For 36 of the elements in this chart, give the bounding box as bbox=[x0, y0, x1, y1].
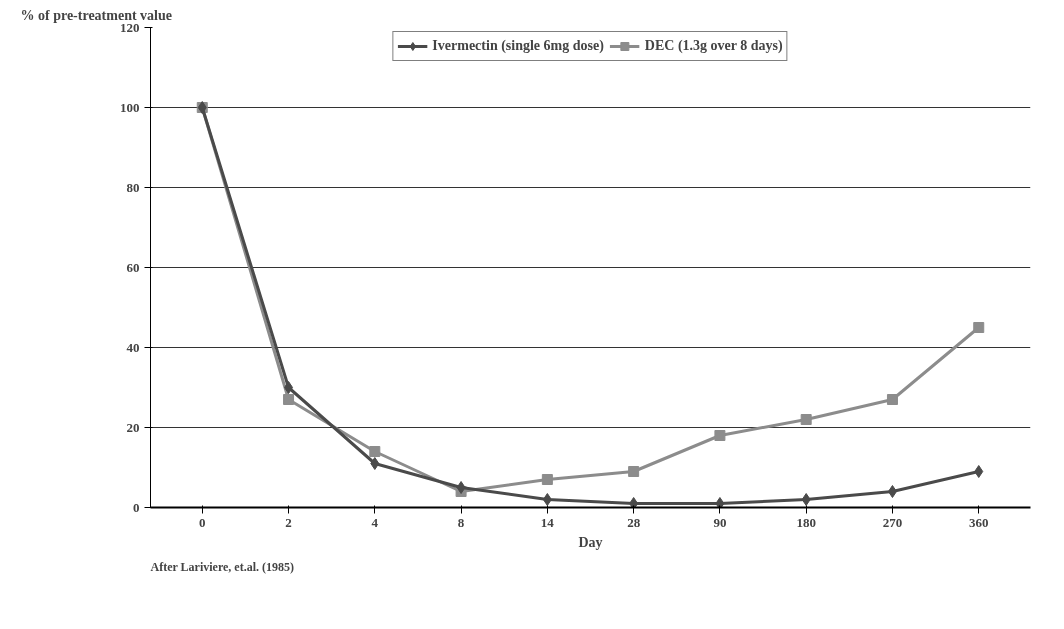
point bbox=[541, 474, 553, 485]
y-tick-label: 0 bbox=[133, 499, 140, 515]
y-tick-label: 60 bbox=[126, 259, 140, 275]
point bbox=[800, 414, 812, 425]
point bbox=[715, 497, 725, 508]
x-tick-label: 14 bbox=[540, 514, 555, 530]
x-tick-label: 270 bbox=[882, 514, 903, 530]
point bbox=[542, 493, 552, 506]
point bbox=[370, 457, 380, 470]
point bbox=[283, 394, 295, 405]
y-tick-label: 20 bbox=[126, 419, 140, 435]
x-tick-label: 90 bbox=[713, 514, 727, 530]
point bbox=[628, 466, 640, 477]
point bbox=[284, 381, 294, 394]
y-tick-label: 100 bbox=[120, 99, 140, 115]
point bbox=[973, 322, 985, 333]
point bbox=[974, 465, 984, 478]
x-tick-label: 360 bbox=[968, 514, 989, 530]
legend-label: DEC (1.3g over 8 days) bbox=[644, 38, 783, 54]
x-tick-label: 28 bbox=[627, 514, 641, 530]
x-tick-label: 180 bbox=[796, 514, 816, 530]
text: After Lariviere, et.al. (1985) bbox=[150, 559, 295, 574]
point bbox=[369, 446, 381, 457]
point bbox=[714, 430, 726, 441]
y-tick-label: 40 bbox=[126, 339, 140, 355]
x-tick-label: 4 bbox=[371, 514, 379, 530]
x-tick-label: 2 bbox=[285, 514, 292, 530]
point bbox=[886, 394, 898, 405]
point bbox=[801, 493, 811, 506]
y-tick-label: 80 bbox=[126, 179, 140, 195]
x-axis-title: Day bbox=[578, 534, 603, 550]
x-tick-label: 0 bbox=[199, 514, 206, 530]
point bbox=[887, 485, 897, 498]
legend-label: Ivermectin (single 6mg dose) bbox=[432, 38, 604, 54]
point bbox=[456, 481, 466, 494]
x-tick-label: 8 bbox=[457, 514, 465, 530]
